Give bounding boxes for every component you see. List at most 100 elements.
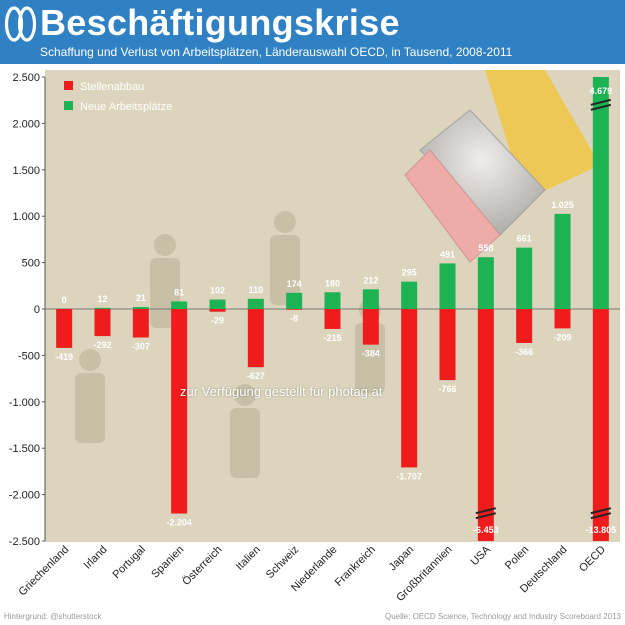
bar-stellenabbau — [477, 309, 494, 541]
source-note: Quelle: OECD Science, Technology and Ind… — [385, 612, 621, 621]
figures-decoration — [75, 211, 385, 478]
bar-neue-arbeitsplaetze — [247, 298, 264, 309]
category-label: Spanien — [149, 544, 186, 581]
bar-stellenabbau — [94, 309, 111, 337]
y-tick-label: -500 — [18, 350, 40, 362]
bar-neue-arbeitsplaetze — [554, 213, 571, 309]
gain-value-label: 110 — [249, 285, 264, 295]
bar-neue-arbeitsplaetze — [286, 292, 303, 309]
category-label: OECD — [577, 544, 608, 575]
y-tick-label: -1.000 — [9, 397, 40, 409]
pencil-decoration — [404, 70, 600, 263]
y-tick-label: -2.000 — [9, 490, 40, 502]
bar-stellenabbau — [439, 309, 456, 381]
bar-neue-arbeitsplaetze — [132, 307, 149, 309]
bar-neue-arbeitsplaetze — [324, 292, 341, 309]
axis-break-mark — [590, 507, 612, 515]
bar-neue-arbeitsplaetze — [401, 281, 418, 309]
oecd-logo-icon — [4, 6, 37, 42]
bar-neue-arbeitsplaetze — [477, 257, 494, 309]
bar-stellenabbau — [132, 309, 149, 338]
loss-value-label: -1.707 — [396, 471, 422, 481]
loss-value-label: -2.204 — [166, 518, 192, 528]
category-label: Portugal — [110, 544, 147, 581]
bar-stellenabbau — [56, 309, 73, 348]
background-credit: Hintergrund: @shutterstock — [4, 612, 102, 621]
category-label: Polen — [503, 544, 531, 572]
loss-value-label: -13.805 — [586, 525, 617, 535]
category-label: Griechenland — [17, 544, 72, 599]
gain-value-label: 180 — [325, 278, 340, 288]
y-tick-label: 500 — [22, 258, 40, 270]
legend-swatch — [64, 81, 73, 90]
loss-value-label: -209 — [553, 332, 571, 342]
legend-swatch — [64, 101, 73, 110]
category-label: Japan — [387, 544, 417, 574]
gain-value-label: 1.025 — [551, 200, 574, 210]
loss-value-label: -292 — [93, 340, 111, 350]
category-label: Österreich — [180, 544, 224, 588]
gain-value-label: 21 — [136, 293, 146, 303]
loss-value-label: -766 — [438, 384, 456, 394]
legend-label: Stellenabbau — [80, 81, 144, 93]
bar-stellenabbau — [516, 309, 533, 343]
y-tick-label: 1.000 — [12, 211, 40, 223]
loss-value-label: -384 — [362, 349, 380, 359]
bar-neue-arbeitsplaetze — [362, 289, 379, 309]
loss-value-label: -627 — [247, 371, 265, 381]
loss-value-label: -6.453 — [473, 525, 499, 535]
loss-value-label: -215 — [323, 333, 341, 343]
watermark-text: zur Verfügung gestellt für photag.at — [180, 384, 383, 399]
gain-value-label: 212 — [363, 275, 378, 285]
axis-break-mark — [590, 98, 612, 106]
y-tick-label: 1.500 — [12, 165, 40, 177]
y-tick-label: 2.000 — [12, 118, 40, 130]
bar-neue-arbeitsplaetze — [516, 247, 533, 309]
category-label: Italien — [234, 544, 263, 573]
category-label: USA — [468, 543, 493, 568]
category-label: Frankreich — [333, 544, 378, 589]
gain-value-label: 558 — [478, 243, 493, 253]
bar-stellenabbau — [286, 309, 303, 310]
y-tick-label: -1.500 — [9, 443, 40, 455]
loss-value-label: -8 — [290, 314, 298, 324]
bar-stellenabbau — [209, 309, 226, 312]
bar-neue-arbeitsplaetze — [209, 299, 226, 309]
loss-value-label: -419 — [55, 352, 73, 362]
bar-stellenabbau — [554, 309, 571, 329]
y-tick-label: 0 — [34, 304, 40, 316]
y-tick-label: 2.500 — [12, 72, 40, 84]
gain-value-label: 4.679 — [590, 86, 613, 96]
gain-value-label: 81 — [174, 287, 184, 297]
gain-value-label: 12 — [97, 294, 107, 304]
loss-value-label: -29 — [211, 316, 224, 326]
bar-neue-arbeitsplaetze — [592, 77, 609, 309]
bar-stellenabbau — [362, 309, 379, 345]
y-tick-label: -2.500 — [9, 536, 40, 548]
gain-value-label: 295 — [402, 268, 417, 278]
axis-break-mark — [475, 512, 497, 520]
bar-neue-arbeitsplaetze — [439, 263, 456, 309]
header-bar: Beschäftigungskrise Schaffung und Verlus… — [0, 0, 625, 64]
bar-stellenabbau — [592, 309, 609, 541]
bar-stellenabbau — [171, 309, 188, 514]
axis-break-mark — [590, 512, 612, 520]
page-subtitle: Schaffung und Verlust von Arbeitsplätzen… — [40, 45, 513, 59]
gain-value-label: 174 — [287, 279, 302, 289]
gain-value-label: 102 — [210, 286, 225, 296]
bar-stellenabbau — [247, 309, 264, 368]
category-label: Schweiz — [264, 544, 301, 581]
loss-value-label: -307 — [132, 341, 150, 351]
bar-neue-arbeitsplaetze — [171, 301, 188, 309]
gain-value-label: 491 — [440, 249, 455, 259]
bar-neue-arbeitsplaetze — [94, 307, 111, 309]
axis-break-mark — [475, 507, 497, 515]
gain-value-label: 661 — [517, 234, 532, 244]
category-label: Irland — [82, 544, 110, 572]
axis-break-mark — [590, 103, 612, 111]
loss-value-label: -366 — [515, 347, 533, 357]
legend-label: Neue Arbeitsplätze — [80, 101, 172, 113]
page-title: Beschäftigungskrise — [40, 2, 400, 43]
bar-stellenabbau — [401, 309, 418, 468]
